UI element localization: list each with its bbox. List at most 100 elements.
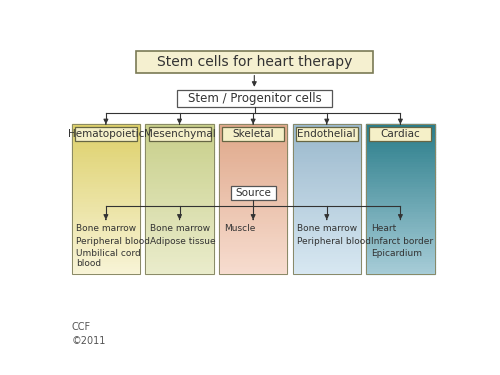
- Bar: [292, 179, 361, 182]
- Bar: [72, 177, 140, 179]
- Bar: [292, 159, 361, 162]
- Bar: [219, 182, 287, 184]
- Bar: [146, 270, 214, 272]
- Bar: [146, 174, 214, 177]
- Bar: [366, 192, 434, 194]
- Bar: [292, 239, 361, 242]
- Bar: [292, 134, 361, 137]
- Bar: [72, 252, 140, 255]
- Bar: [366, 170, 434, 172]
- Bar: [366, 247, 434, 249]
- Bar: [146, 144, 214, 147]
- Bar: [146, 202, 214, 204]
- Bar: [72, 222, 140, 224]
- Bar: [72, 137, 140, 140]
- Bar: [146, 249, 214, 252]
- Bar: [219, 132, 287, 134]
- Bar: [292, 202, 361, 204]
- Bar: [72, 142, 140, 144]
- Bar: [366, 200, 434, 202]
- Bar: [146, 124, 214, 127]
- Bar: [366, 219, 434, 222]
- Bar: [292, 255, 361, 257]
- Bar: [219, 270, 287, 272]
- Bar: [146, 152, 214, 154]
- Bar: [72, 187, 140, 189]
- Bar: [219, 164, 287, 167]
- Bar: [136, 51, 372, 73]
- Bar: [366, 227, 434, 230]
- Bar: [75, 128, 137, 141]
- Bar: [146, 200, 214, 202]
- Bar: [219, 137, 287, 140]
- Text: Peripheral blood: Peripheral blood: [298, 237, 372, 246]
- Bar: [72, 162, 140, 164]
- Bar: [146, 164, 214, 167]
- Bar: [72, 242, 140, 244]
- Bar: [146, 127, 214, 129]
- Bar: [72, 264, 140, 267]
- Bar: [219, 217, 287, 219]
- Bar: [72, 197, 140, 200]
- Bar: [146, 182, 214, 184]
- Bar: [219, 267, 287, 270]
- Bar: [219, 212, 287, 214]
- Bar: [219, 174, 287, 177]
- Bar: [219, 224, 287, 227]
- Bar: [72, 149, 140, 152]
- Bar: [366, 144, 434, 147]
- Bar: [219, 177, 287, 179]
- Bar: [146, 237, 214, 239]
- Bar: [366, 202, 434, 204]
- Bar: [366, 255, 434, 257]
- Bar: [72, 127, 140, 129]
- Bar: [146, 177, 214, 179]
- Bar: [72, 167, 140, 170]
- Bar: [292, 167, 361, 170]
- Bar: [219, 237, 287, 239]
- Bar: [146, 157, 214, 159]
- Bar: [366, 142, 434, 144]
- Text: Epicardium: Epicardium: [371, 249, 422, 258]
- Bar: [219, 227, 287, 230]
- Bar: [72, 230, 140, 232]
- Bar: [219, 262, 287, 264]
- Bar: [366, 159, 434, 162]
- Bar: [219, 255, 287, 257]
- Bar: [292, 212, 361, 214]
- Bar: [72, 270, 140, 272]
- Bar: [219, 149, 287, 152]
- Bar: [292, 207, 361, 209]
- Bar: [366, 264, 434, 267]
- Bar: [146, 172, 214, 174]
- Bar: [72, 202, 140, 204]
- Bar: [292, 124, 361, 127]
- Bar: [292, 157, 361, 159]
- Bar: [219, 249, 287, 252]
- Bar: [219, 257, 287, 259]
- Text: Bone marrow: Bone marrow: [76, 224, 136, 233]
- Bar: [219, 157, 287, 159]
- Bar: [72, 257, 140, 259]
- Bar: [72, 184, 140, 187]
- Bar: [146, 257, 214, 259]
- Bar: [72, 174, 140, 177]
- Bar: [292, 187, 361, 189]
- Bar: [72, 234, 140, 237]
- Bar: [219, 272, 287, 274]
- Bar: [366, 172, 434, 174]
- Text: Umbilical cord
blood: Umbilical cord blood: [76, 249, 141, 268]
- Bar: [146, 179, 214, 182]
- Text: Mesenchymal: Mesenchymal: [144, 129, 216, 140]
- Bar: [292, 230, 361, 232]
- Bar: [366, 222, 434, 224]
- Bar: [219, 167, 287, 170]
- Bar: [366, 270, 434, 272]
- Bar: [72, 209, 140, 212]
- Bar: [292, 170, 361, 172]
- Text: Skeletal: Skeletal: [232, 129, 274, 140]
- Bar: [72, 129, 140, 132]
- Text: Peripheral blood: Peripheral blood: [76, 237, 150, 246]
- Bar: [292, 142, 361, 144]
- Bar: [146, 197, 214, 200]
